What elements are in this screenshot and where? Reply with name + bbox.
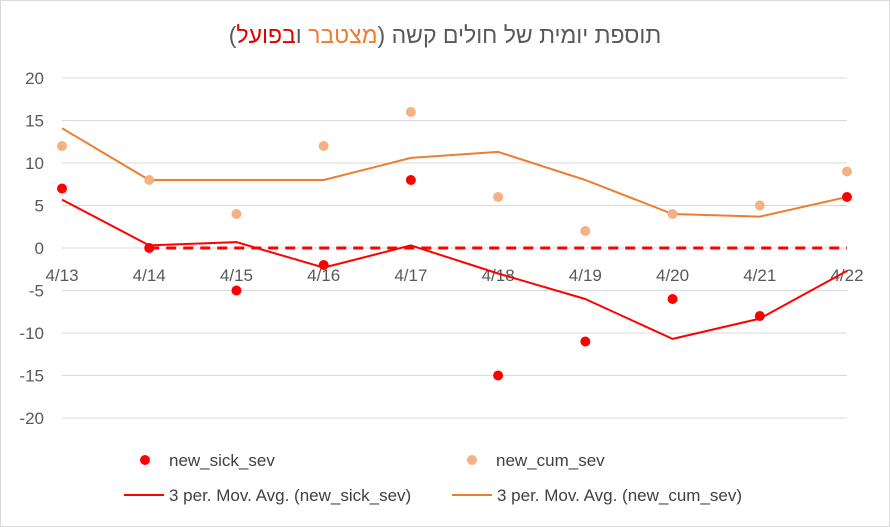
y-tick-label: 5 (35, 197, 44, 216)
point-new-cum-sev (842, 166, 852, 177)
x-tick-label: 4/21 (743, 266, 776, 285)
point-new-cum-sev (405, 107, 416, 117)
y-tick-label: -10 (19, 324, 44, 343)
x-tick-label: 4/15 (220, 266, 253, 285)
y-tick-label: -15 (19, 367, 44, 386)
x-tick-labels: 4/13 4/14 4/15 4/16 4/17 4/18 4/19 4/20 4/21 4/22 (45, 266, 863, 285)
legend-label: new_cum_sev (496, 451, 605, 470)
x-tick-label: 4/13 (45, 266, 78, 285)
title-part-cumulative: מצטבר (308, 22, 378, 48)
y-tick-label: 10 (25, 154, 44, 173)
point-new-sick-sev (580, 336, 591, 347)
x-tick-label: 4/16 (307, 266, 340, 285)
point-new-sick-sev (231, 285, 242, 296)
x-tick-label: 4/14 (133, 266, 166, 285)
y-tick-label: 0 (35, 239, 44, 258)
legend-marker-dot (467, 455, 477, 465)
point-new-sick-sev (405, 175, 416, 185)
title-part-actual: בפועל (236, 22, 296, 48)
series-line-cum-avg (61, 127, 848, 218)
point-new-sick-sev (493, 370, 504, 381)
title-part-close: ) (228, 22, 237, 48)
grid-lines (62, 77, 847, 419)
point-new-sick-sev (57, 183, 67, 194)
title-part-1: תוספת יומית של חולים קשה ( (377, 22, 662, 48)
x-tick-label: 4/17 (394, 266, 427, 285)
x-tick-label: 4/20 (656, 266, 689, 285)
legend: new_sick_sev new_cum_sev 3 per. Mov. Avg. … (124, 451, 742, 505)
point-new-sick-sev (754, 311, 765, 321)
series-line-sick-avg (61, 198, 848, 340)
y-tick-label: -5 (29, 282, 44, 301)
point-new-cum-sev (318, 141, 329, 151)
point-new-cum-sev (57, 141, 67, 151)
legend-marker-dot (140, 455, 150, 465)
point-new-cum-sev (580, 226, 591, 236)
y-tick-labels: 20 15 10 5 0 -5 -10 -15 -20 (19, 69, 44, 428)
point-new-cum-sev (231, 209, 242, 219)
x-tick-label: 4/22 (830, 266, 863, 285)
title-part-and: ו (295, 22, 309, 48)
legend-label: 3 per. Mov. Avg. (new_sick_sev) (169, 486, 411, 505)
point-new-sick-sev (842, 192, 852, 202)
point-new-cum-sev (754, 200, 765, 211)
y-tick-label: 15 (25, 112, 44, 131)
y-tick-label: 20 (25, 69, 44, 88)
x-tick-label: 4/19 (569, 266, 602, 285)
point-new-cum-sev (667, 209, 678, 219)
point-new-cum-sev (144, 175, 155, 185)
legend-label: new_sick_sev (169, 451, 275, 470)
point-new-cum-sev (493, 192, 504, 202)
series-layer (57, 107, 852, 381)
point-new-sick-sev (144, 243, 155, 253)
legend-label: 3 per. Mov. Avg. (new_cum_sev) (497, 486, 742, 505)
point-new-sick-sev (667, 294, 678, 304)
point-new-sick-sev (318, 260, 329, 270)
chart-title: תוספת יומית של חולים קשה (מצטבר ובפועל) (0, 22, 890, 49)
y-tick-label: -20 (19, 409, 44, 428)
